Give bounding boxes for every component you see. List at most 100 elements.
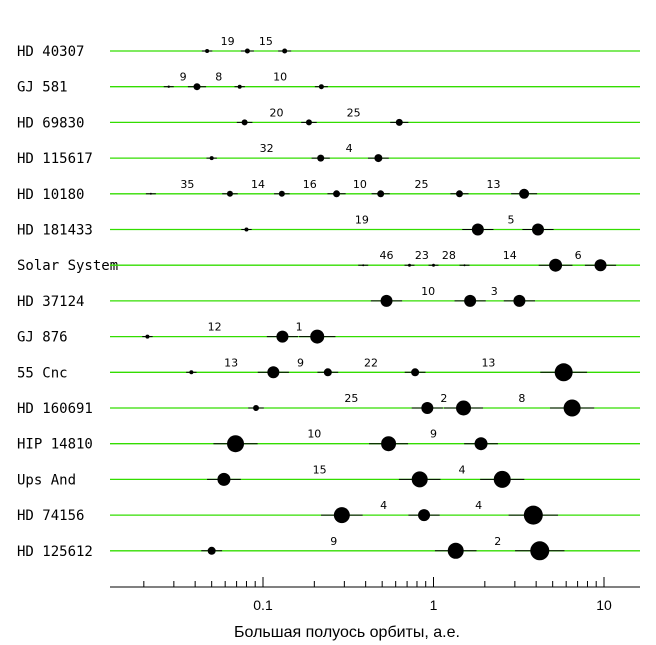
period-ratio-label: 4 <box>475 499 482 512</box>
period-ratio-label: 4 <box>380 499 387 512</box>
system-row: Ups And 15 4 <box>17 463 640 488</box>
period-ratio-label: 25 <box>414 178 428 191</box>
planet-marker <box>407 263 411 267</box>
planet-marker <box>241 119 248 126</box>
period-ratio-label: 10 <box>353 178 367 191</box>
planet-marker <box>205 49 210 53</box>
system-row: GJ 876 12 1 <box>17 321 640 346</box>
planet-marker <box>474 437 488 451</box>
planet-marker <box>333 507 350 524</box>
planet-marker <box>377 190 385 198</box>
planet-marker <box>267 366 280 379</box>
period-ratio-label: 8 <box>518 392 525 405</box>
system-row: HD 74156 4 4 <box>17 499 640 525</box>
planet-marker <box>253 405 260 411</box>
system-name: Ups And <box>17 472 76 488</box>
system-row: HD 37124 10 3 <box>17 285 640 310</box>
planet-marker <box>530 541 550 561</box>
period-ratio-label: 8 <box>215 71 222 84</box>
planet-marker <box>421 402 434 414</box>
x-axis: 0.1 1 10 <box>110 577 640 613</box>
period-ratio-label: 5 <box>508 214 515 227</box>
planet-marker <box>464 294 477 307</box>
planet-marker <box>207 546 216 555</box>
period-ratio-label: 32 <box>260 142 274 155</box>
period-ratio-label: 19 <box>221 35 235 48</box>
planet-marker <box>411 471 428 488</box>
planet-marker <box>333 190 341 198</box>
system-name: GJ 876 <box>17 330 68 346</box>
planet-marker <box>149 192 152 195</box>
period-ratio-label: 9 <box>430 428 437 441</box>
period-ratio-label: 15 <box>313 463 327 476</box>
period-ratio-label: 2 <box>440 392 447 405</box>
planet-marker <box>471 223 484 236</box>
system-name: HD 181433 <box>17 223 93 239</box>
planet-marker <box>456 400 472 416</box>
planet-marker <box>432 263 435 267</box>
planet-marker <box>167 85 170 88</box>
system-name: HD 37124 <box>17 294 84 310</box>
system-row: Solar System 46 23 28 14 6 <box>17 249 640 274</box>
period-ratio-label: 1 <box>296 321 303 334</box>
period-ratio-label: 9 <box>330 535 337 548</box>
system-name: Solar System <box>17 258 118 274</box>
planet-marker <box>244 48 250 54</box>
system-row: 55 Cnc 13 9 22 13 <box>17 356 640 382</box>
planet-marker <box>411 368 420 377</box>
system-name: HD 69830 <box>17 115 84 131</box>
planet-marker <box>455 190 463 198</box>
system-name: HIP 14810 <box>17 437 93 453</box>
period-ratio-label: 13 <box>481 356 495 369</box>
period-ratio-label: 10 <box>307 428 321 441</box>
planet-marker <box>244 227 249 232</box>
x-tick-label: 0.1 <box>253 597 273 613</box>
system-name: 55 Cnc <box>17 365 68 381</box>
system-name: HD 10180 <box>17 187 84 203</box>
system-row: GJ 581 9 8 10 <box>17 71 640 96</box>
planet-marker <box>463 264 466 267</box>
system-name: HD 74156 <box>17 508 84 524</box>
planet-marker <box>282 48 288 54</box>
period-ratio-label: 46 <box>379 249 393 262</box>
system-name: GJ 581 <box>17 80 68 96</box>
planet-marker <box>226 190 233 197</box>
planet-marker <box>519 188 530 199</box>
period-ratio-label: 14 <box>503 249 517 262</box>
planet-marker <box>381 436 397 452</box>
planet-marker <box>362 264 365 267</box>
planet-marker <box>523 505 543 525</box>
period-ratio-label: 9 <box>297 356 304 369</box>
planet-marker <box>318 84 324 90</box>
planet-marker <box>323 368 332 377</box>
period-ratio-label: 35 <box>180 178 194 191</box>
period-ratio-label: 15 <box>259 35 273 48</box>
planet-marker <box>305 119 312 126</box>
period-ratio-label: 10 <box>421 285 435 298</box>
period-ratio-label: 2 <box>494 535 501 548</box>
period-ratio-label: 10 <box>273 71 287 84</box>
x-tick-label: 10 <box>596 597 612 613</box>
x-tick-label: 1 <box>430 597 438 613</box>
planet-marker <box>189 370 194 375</box>
period-ratio-label: 4 <box>459 463 466 476</box>
planet-marker <box>395 118 403 126</box>
planet-marker <box>531 223 544 236</box>
planet-marker <box>418 509 431 522</box>
planet-marker <box>237 84 242 89</box>
period-ratio-label: 3 <box>491 285 498 298</box>
planet-marker <box>447 542 464 559</box>
period-ratio-label: 25 <box>344 392 358 405</box>
period-ratio-label: 22 <box>364 356 378 369</box>
planet-marker <box>193 83 201 91</box>
system-row: HD 115617 32 4 <box>17 142 640 167</box>
planet-marker <box>217 472 231 486</box>
planet-marker <box>554 363 573 382</box>
period-ratio-label: 9 <box>180 71 187 84</box>
system-row: HIP 14810 10 9 <box>17 428 640 453</box>
period-ratio-label: 20 <box>270 106 284 119</box>
system-row: HD 40307 19 15 <box>17 35 640 60</box>
period-ratio-label: 6 <box>575 249 582 262</box>
